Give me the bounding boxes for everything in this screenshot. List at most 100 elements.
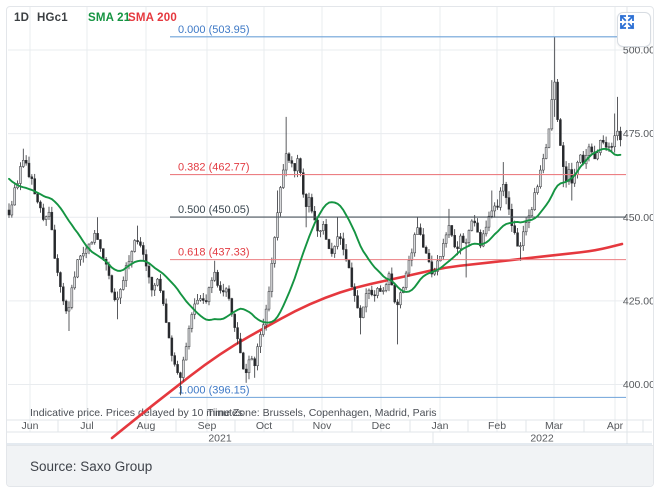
candle-body xyxy=(376,288,379,296)
candle-body xyxy=(359,307,362,318)
candle-body xyxy=(342,238,345,250)
candle-body xyxy=(453,235,456,248)
candle-body xyxy=(296,158,299,172)
candles xyxy=(7,36,622,396)
candle-body xyxy=(447,225,451,236)
candle-body xyxy=(396,301,399,306)
candle-body xyxy=(64,300,68,312)
month-label: Jan xyxy=(432,420,449,432)
candle-body xyxy=(502,184,505,192)
candle-body xyxy=(176,364,179,373)
candle-body xyxy=(179,372,182,378)
candle-body xyxy=(364,293,368,308)
candle-body xyxy=(284,153,288,171)
candle-body xyxy=(184,346,188,361)
candle-body xyxy=(476,222,479,233)
candle-body xyxy=(507,197,511,210)
month-label: Dec xyxy=(372,420,391,432)
sma200-legend-label[interactable]: SMA 200 xyxy=(128,12,177,24)
sma200-line xyxy=(110,242,624,440)
month-label: Oct xyxy=(256,420,272,432)
candle-body xyxy=(279,187,282,213)
candle-body xyxy=(130,251,134,262)
candle-body xyxy=(24,160,28,164)
candle-body xyxy=(613,135,616,148)
candle-body xyxy=(567,169,571,182)
candle-body xyxy=(44,216,48,220)
candle-body xyxy=(547,128,551,148)
fib-label-0.500: 0.500 (450.05) xyxy=(178,204,250,216)
price-tick-label: 500.00 xyxy=(623,45,653,57)
candle-body xyxy=(596,152,599,160)
candle-body xyxy=(393,284,396,303)
month-label: Mar xyxy=(545,420,564,432)
candle-body xyxy=(142,245,145,255)
fibonacci-lines xyxy=(170,36,626,398)
candle-body xyxy=(579,154,582,163)
candle-body xyxy=(350,267,354,288)
candle-body xyxy=(533,192,536,210)
candle-body xyxy=(333,246,336,254)
candle-body xyxy=(202,298,205,301)
month-label: Apr xyxy=(607,420,624,432)
candle-body xyxy=(444,234,448,244)
candle-body xyxy=(164,303,168,323)
candle-body xyxy=(427,252,431,263)
candle-body xyxy=(93,233,96,243)
candle-body xyxy=(147,265,151,278)
price-tick-label: 450.00 xyxy=(623,212,653,224)
candlestick-chart-canvas: Indicative price. Prices delayed by 10 m… xyxy=(7,7,653,445)
candle-body xyxy=(96,233,99,240)
candle-body xyxy=(496,205,499,208)
candle-body xyxy=(270,263,274,292)
candle-body xyxy=(499,190,502,208)
candle-body xyxy=(287,153,291,161)
symbol-label[interactable]: HGc1 xyxy=(37,12,68,24)
candle-body xyxy=(602,139,605,143)
interval-label[interactable]: 1D xyxy=(14,12,30,24)
candle-body xyxy=(490,210,494,217)
candle-body xyxy=(524,222,528,233)
candle-body xyxy=(353,286,356,296)
price-tick-label: 400.00 xyxy=(623,379,653,391)
fib-label-0.382: 0.382 (462.77) xyxy=(178,162,250,174)
month-label: Jul xyxy=(80,420,93,432)
candle-body xyxy=(616,130,619,136)
candle-body xyxy=(513,225,516,233)
candle-body xyxy=(336,236,339,247)
candle-body xyxy=(99,239,102,249)
fibonacci-labels: 0.000 (503.95) 0.382 (462.77) 0.500 (450.0… xyxy=(178,24,250,397)
candle-body xyxy=(62,286,65,302)
candle-body xyxy=(59,272,62,288)
candle-body xyxy=(153,284,156,291)
candle-body xyxy=(330,248,334,254)
candle-body xyxy=(210,279,214,289)
candle-body xyxy=(67,307,71,312)
year-label-2022: 2022 xyxy=(530,433,554,445)
y-axis-price-labels: 500.00 475.00 450.00 425.00 400.00 xyxy=(623,45,653,392)
candle-body xyxy=(324,224,328,240)
sma21-legend-label[interactable]: SMA 21 xyxy=(88,12,131,24)
candle-body xyxy=(156,278,159,286)
candle-body xyxy=(259,334,262,347)
candle-body xyxy=(302,172,305,195)
candle-body xyxy=(262,324,265,335)
candle-body xyxy=(347,259,351,269)
candle-body xyxy=(22,160,25,167)
candle-body xyxy=(39,201,42,209)
candle-body xyxy=(607,146,611,148)
candle-body xyxy=(216,271,219,286)
fullscreen-expand-button[interactable] xyxy=(617,12,651,47)
candle-body xyxy=(119,289,122,299)
disclaimer-text: Indicative price. Prices delayed by 10 m… xyxy=(30,407,243,419)
candle-body xyxy=(122,280,125,290)
candle-body xyxy=(170,337,174,356)
candle-body xyxy=(542,158,545,171)
month-label: Sep xyxy=(198,420,217,432)
candle-body xyxy=(199,298,202,301)
price-tick-label: 475.00 xyxy=(623,128,653,140)
candle-body xyxy=(116,297,119,301)
candle-body xyxy=(367,289,371,294)
candle-body xyxy=(484,226,488,235)
candle-body xyxy=(233,313,236,328)
